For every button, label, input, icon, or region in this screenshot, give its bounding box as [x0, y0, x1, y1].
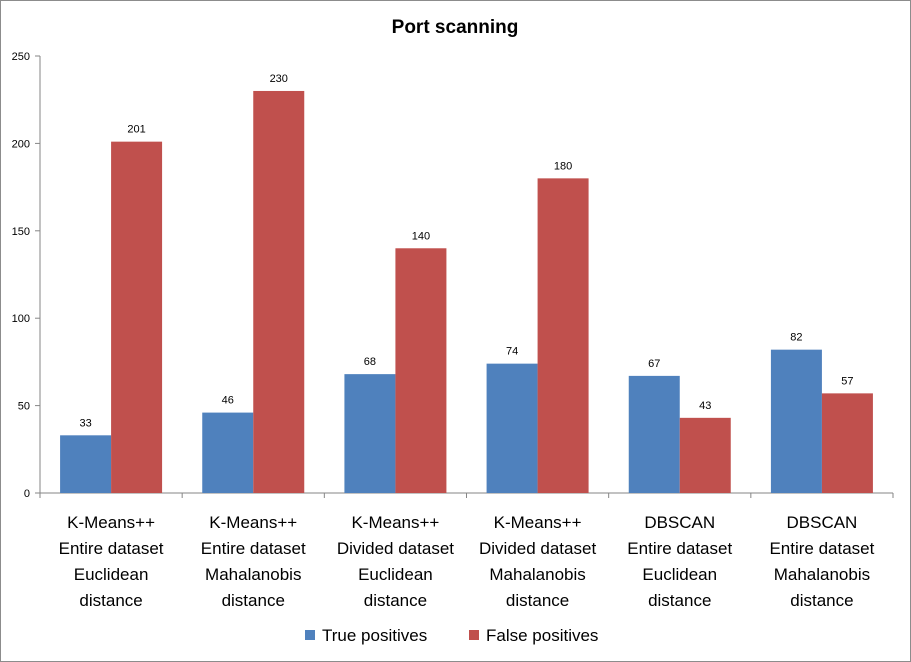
data-label: 140	[412, 230, 430, 242]
bar-true-positives	[344, 374, 396, 493]
bar-true-positives	[486, 363, 538, 493]
category-label: distance	[222, 591, 285, 610]
category-label: Mahalanobis	[205, 565, 301, 584]
category-label: distance	[364, 591, 427, 610]
bars	[60, 90, 873, 494]
bar-false-positives	[395, 248, 447, 493]
data-labels: 33 46 68 74 67 82 201 230 140 180 43 57	[79, 73, 853, 429]
bar-false-positives	[537, 178, 589, 494]
bar-false-positives	[821, 393, 873, 493]
bar-true-positives	[202, 412, 254, 493]
bar-false-positives	[253, 90, 305, 494]
legend: True positives False positives	[305, 626, 598, 645]
category-label: Divided dataset	[479, 539, 596, 558]
category-label: distance	[506, 591, 569, 610]
y-tick-label: 0	[24, 488, 30, 500]
bar-true-positives	[628, 375, 680, 493]
bar-false-positives	[679, 417, 731, 493]
category-label: Entire dataset	[201, 539, 306, 558]
category-label: distance	[790, 591, 853, 610]
y-tick-label: 200	[12, 138, 30, 150]
axes: 0 50 100 150 200 250	[12, 51, 894, 500]
category-label: Euclidean	[642, 565, 717, 584]
category-label: K-Means++	[351, 513, 439, 532]
data-label: 180	[554, 160, 572, 172]
data-label: 57	[841, 375, 853, 387]
data-label: 67	[648, 358, 660, 370]
data-label: 43	[699, 400, 711, 412]
legend-label: False positives	[486, 626, 598, 645]
legend-label: True positives	[322, 626, 427, 645]
category-label: Entire dataset	[627, 539, 732, 558]
category-label: K-Means++	[494, 513, 582, 532]
data-label: 201	[127, 124, 145, 136]
y-tick-label: 100	[12, 313, 30, 325]
category-label: Mahalanobis	[774, 565, 870, 584]
chart-title: Port scanning	[392, 17, 519, 38]
category-label: Euclidean	[358, 565, 433, 584]
category-label: DBSCAN	[644, 513, 715, 532]
data-label: 68	[364, 356, 376, 368]
legend-swatch	[469, 630, 479, 640]
category-label: Entire dataset	[59, 539, 164, 558]
y-tick-label: 50	[18, 401, 30, 413]
legend-swatch	[305, 630, 315, 640]
bar-true-positives	[770, 349, 822, 493]
data-label: 74	[506, 346, 518, 358]
category-label: K-Means++	[209, 513, 297, 532]
category-label: Entire dataset	[769, 539, 874, 558]
category-label: Divided dataset	[337, 539, 454, 558]
y-tick-label: 250	[12, 51, 30, 63]
category-labels: K-Means++ Entire dataset Euclidean distance…	[59, 513, 875, 610]
category-label: K-Means++	[67, 513, 155, 532]
data-label: 46	[222, 395, 234, 407]
category-label: DBSCAN	[786, 513, 857, 532]
y-tick-label: 150	[12, 226, 30, 238]
data-label: 82	[790, 332, 802, 344]
category-label: distance	[79, 591, 142, 610]
category-label: Mahalanobis	[489, 565, 585, 584]
data-label: 33	[79, 417, 91, 429]
bar-true-positives	[60, 435, 112, 493]
bar-false-positives	[111, 141, 163, 494]
category-label: Euclidean	[74, 565, 149, 584]
category-label: distance	[648, 591, 711, 610]
data-label: 230	[270, 73, 288, 85]
